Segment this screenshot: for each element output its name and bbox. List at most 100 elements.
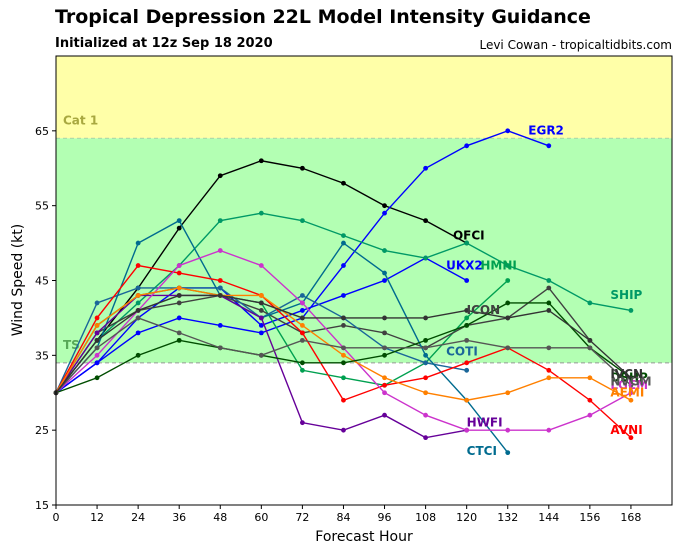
point-nvgm-120 bbox=[464, 337, 470, 343]
point-lgem-96 bbox=[382, 390, 387, 396]
point-hwfi-96 bbox=[382, 412, 387, 418]
point-ivcn-120 bbox=[464, 308, 470, 313]
point-ivcn-60 bbox=[258, 300, 264, 306]
point-ship-132 bbox=[505, 263, 511, 268]
x-tick-label-108: 108 bbox=[415, 511, 436, 524]
point-hwfi-72 bbox=[300, 420, 305, 426]
point-hmni-120 bbox=[464, 315, 470, 321]
x-tick-label-36: 36 bbox=[172, 511, 186, 524]
point-lgem-72 bbox=[300, 300, 305, 306]
point-hwfi-84 bbox=[341, 427, 346, 433]
point-ctci-36 bbox=[176, 218, 182, 224]
point-ivcn-24 bbox=[135, 308, 141, 313]
point-avni-108 bbox=[423, 375, 428, 381]
point-egr2-120 bbox=[464, 143, 470, 149]
point-dshp-12 bbox=[94, 375, 100, 381]
y-tick-label-35: 35 bbox=[35, 349, 49, 362]
point-hwfi-12 bbox=[94, 330, 100, 336]
point-egr2-84 bbox=[341, 263, 346, 268]
point-ship-156 bbox=[587, 300, 593, 306]
point-ctci-108 bbox=[423, 352, 428, 358]
point-icon-60 bbox=[258, 308, 264, 313]
series-label-icon: ICON bbox=[467, 303, 501, 317]
point-nvgm-12 bbox=[94, 345, 100, 351]
point-avni-96 bbox=[382, 382, 387, 388]
series-ivcn bbox=[53, 293, 634, 396]
point-coti-108 bbox=[423, 360, 428, 366]
point-nvgm-84 bbox=[341, 345, 346, 351]
point-nvgm-168 bbox=[628, 382, 634, 388]
point-ofci-60 bbox=[258, 158, 264, 164]
point-dshp-108 bbox=[423, 337, 428, 343]
point-aemi-84 bbox=[341, 352, 346, 358]
point-lgem-48 bbox=[217, 248, 223, 253]
point-ship-24 bbox=[135, 300, 141, 306]
point-nvgm-108 bbox=[423, 345, 428, 351]
x-tick-label-132: 132 bbox=[497, 511, 518, 524]
point-ivcn-36 bbox=[176, 293, 182, 298]
point-aemi-96 bbox=[382, 375, 387, 381]
point-dshp-72 bbox=[300, 360, 305, 366]
point-ctci-24 bbox=[135, 240, 141, 246]
series-label-lgem: LGEM bbox=[610, 378, 648, 392]
point-dshp-24 bbox=[135, 352, 141, 358]
y-tick-label-55: 55 bbox=[35, 200, 49, 213]
point-ukx2-96 bbox=[382, 278, 387, 283]
point-ship-144 bbox=[546, 278, 552, 283]
point-egr2-96 bbox=[382, 210, 387, 216]
point-coti-48 bbox=[217, 285, 223, 291]
point-ctci-132 bbox=[505, 450, 511, 456]
point-egr2-132 bbox=[505, 128, 511, 134]
point-ofci-108 bbox=[423, 218, 428, 224]
series-aemi bbox=[53, 285, 634, 403]
series-label-hmni: HMNI bbox=[480, 258, 517, 272]
point-lgem-144 bbox=[546, 427, 552, 433]
series-label-hwfi: HWFI bbox=[467, 415, 503, 429]
point-ivcn-12 bbox=[94, 337, 100, 343]
series-label-ship: SHIP bbox=[610, 288, 642, 302]
point-aemi-168 bbox=[628, 397, 634, 403]
point-ivcn-108 bbox=[423, 315, 428, 321]
point-ofci-96 bbox=[382, 203, 387, 209]
point-ship-60 bbox=[258, 210, 264, 216]
x-tick-label-72: 72 bbox=[295, 511, 309, 524]
point-aemi-72 bbox=[300, 323, 305, 328]
chart-credit: Levi Cowan - tropicaltidbits.com bbox=[479, 38, 672, 52]
point-icon-144 bbox=[546, 285, 552, 291]
point-ivcn-48 bbox=[217, 293, 223, 298]
point-ivcn-144 bbox=[546, 308, 552, 313]
point-coti-72 bbox=[300, 293, 305, 298]
x-tick-label-48: 48 bbox=[213, 511, 227, 524]
point-ship-108 bbox=[423, 255, 428, 261]
point-aemi-156 bbox=[587, 375, 593, 381]
point-aemi-24 bbox=[135, 293, 141, 298]
x-axis: 0 12 24 36 48 60 72 84 96 108 120 132 144 156 168 bbox=[53, 505, 641, 524]
point-ivcn-96 bbox=[382, 315, 387, 321]
series-label-egr2: EGR2 bbox=[528, 124, 564, 138]
point-nvgm-72 bbox=[300, 337, 305, 343]
point-egr2-60 bbox=[258, 330, 264, 336]
point-lgem-168 bbox=[628, 390, 634, 396]
point-avni-48 bbox=[217, 278, 223, 283]
point-coti-24 bbox=[135, 285, 141, 291]
x-tick-label-168: 168 bbox=[620, 511, 641, 524]
point-icon-84 bbox=[341, 323, 346, 328]
x-tick-label-120: 120 bbox=[456, 511, 477, 524]
point-hmni-84 bbox=[341, 375, 346, 381]
point-egr2-36 bbox=[176, 315, 182, 321]
point-avni-156 bbox=[587, 397, 593, 403]
point-ctci-84 bbox=[341, 240, 346, 246]
point-ivcn-132 bbox=[505, 315, 511, 321]
point-aemi-108 bbox=[423, 390, 428, 396]
point-hwfi-60 bbox=[258, 315, 264, 321]
point-dshp-132 bbox=[505, 300, 511, 306]
series-label-ctci: CTCI bbox=[467, 444, 497, 458]
chart-title: Tropical Depression 22L Model Intensity … bbox=[55, 6, 591, 28]
point-avni-12 bbox=[94, 315, 100, 321]
point-ivcn-72 bbox=[300, 315, 305, 321]
point-avni-72 bbox=[300, 330, 305, 336]
point-aemi-120 bbox=[464, 397, 470, 403]
point-ofci-48 bbox=[217, 173, 223, 179]
series-label-ukx2: UKX2 bbox=[446, 258, 483, 272]
